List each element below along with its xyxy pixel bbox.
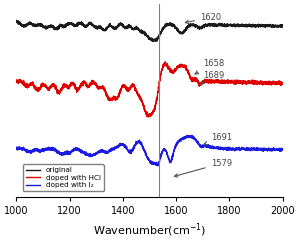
Text: 1658: 1658 — [195, 59, 224, 74]
X-axis label: Wavenumber(cm$^{-1}$): Wavenumber(cm$^{-1}$) — [93, 221, 206, 239]
Legend: original, doped with HCl, doped with I₂: original, doped with HCl, doped with I₂ — [23, 164, 104, 191]
Text: 1691: 1691 — [204, 133, 232, 145]
Text: 1620: 1620 — [185, 13, 221, 24]
Text: 1689: 1689 — [201, 71, 224, 84]
Text: 1579: 1579 — [174, 159, 232, 177]
